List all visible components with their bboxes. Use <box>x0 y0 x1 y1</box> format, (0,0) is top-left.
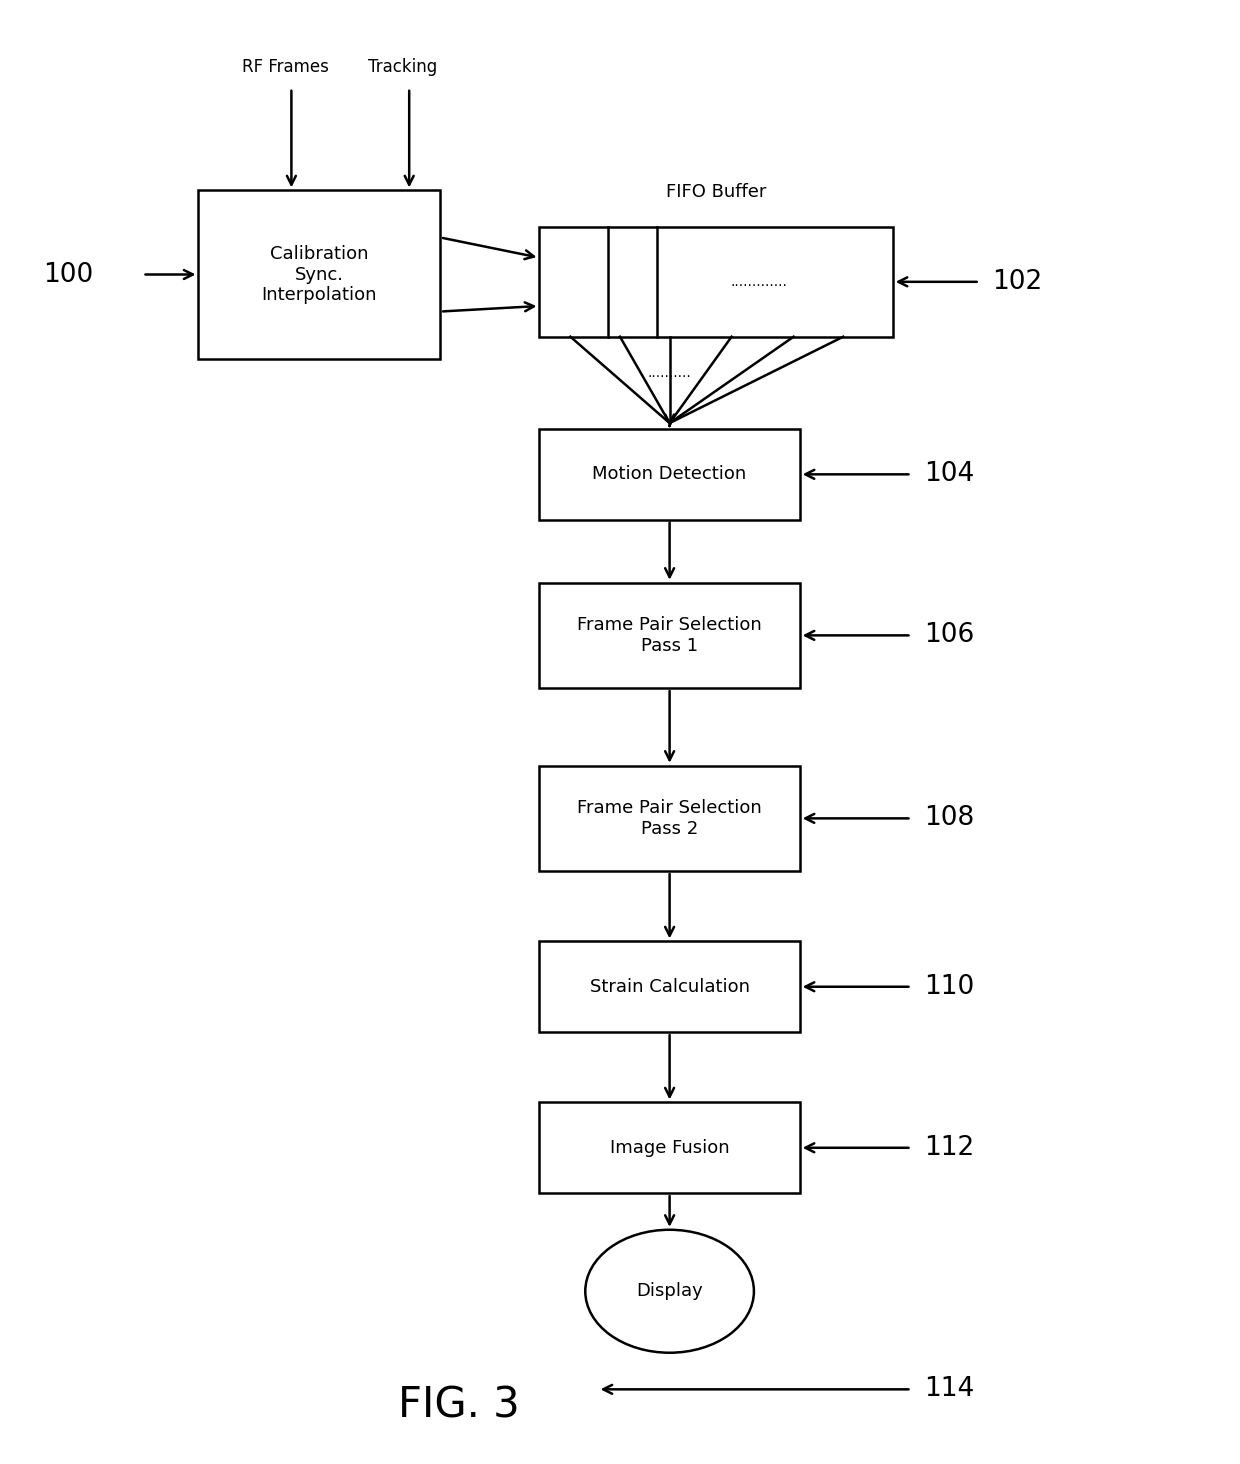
FancyBboxPatch shape <box>539 429 800 520</box>
Text: FIG. 3: FIG. 3 <box>398 1385 520 1426</box>
FancyBboxPatch shape <box>539 1102 800 1193</box>
FancyBboxPatch shape <box>539 766 800 871</box>
Text: Display: Display <box>636 1282 703 1300</box>
Ellipse shape <box>585 1230 754 1353</box>
Text: 106: 106 <box>924 622 975 649</box>
FancyBboxPatch shape <box>539 941 800 1032</box>
Text: Strain Calculation: Strain Calculation <box>589 978 750 996</box>
FancyBboxPatch shape <box>539 227 893 337</box>
Text: 110: 110 <box>924 974 975 1000</box>
FancyBboxPatch shape <box>198 190 440 359</box>
Text: ..........: .......... <box>647 366 692 379</box>
Text: Tracking: Tracking <box>368 59 438 76</box>
FancyBboxPatch shape <box>539 583 800 688</box>
Text: 108: 108 <box>924 805 975 832</box>
Text: RF Frames: RF Frames <box>242 59 329 76</box>
Text: FIFO Buffer: FIFO Buffer <box>666 183 766 201</box>
Text: Motion Detection: Motion Detection <box>593 466 746 483</box>
Text: 104: 104 <box>924 461 975 488</box>
Text: Frame Pair Selection
Pass 2: Frame Pair Selection Pass 2 <box>578 799 761 837</box>
Text: Frame Pair Selection
Pass 1: Frame Pair Selection Pass 1 <box>578 616 761 654</box>
Text: Image Fusion: Image Fusion <box>610 1139 729 1157</box>
Text: Calibration
Sync.
Interpolation: Calibration Sync. Interpolation <box>262 244 377 305</box>
Text: 100: 100 <box>43 262 93 287</box>
Text: 114: 114 <box>924 1376 975 1403</box>
Text: 112: 112 <box>924 1135 975 1161</box>
Text: .............: ............. <box>730 275 787 288</box>
Text: 102: 102 <box>992 269 1043 294</box>
